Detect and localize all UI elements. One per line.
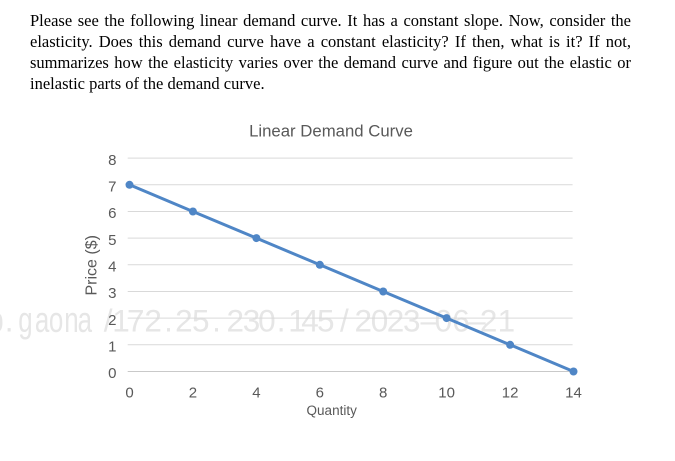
svg-text:Quantity: Quantity — [307, 403, 358, 418]
svg-text:4: 4 — [108, 259, 116, 276]
svg-text:0: 0 — [108, 365, 116, 382]
svg-text:12: 12 — [502, 385, 519, 402]
svg-text:8: 8 — [379, 385, 387, 402]
svg-text:10: 10 — [438, 385, 455, 402]
svg-text:8: 8 — [108, 152, 116, 169]
svg-text:0: 0 — [125, 385, 133, 402]
svg-text:4: 4 — [252, 385, 260, 402]
svg-text:2: 2 — [189, 385, 197, 402]
svg-text:ogaona: ogaona — [0, 300, 92, 340]
svg-text:1: 1 — [108, 339, 116, 356]
svg-text:Linear Demand Curve: Linear Demand Curve — [249, 121, 413, 140]
svg-text:6: 6 — [108, 205, 116, 222]
svg-text:2: 2 — [108, 312, 116, 329]
svg-text:6: 6 — [316, 385, 324, 402]
svg-text:7: 7 — [108, 179, 116, 196]
svg-text:3: 3 — [108, 285, 116, 302]
svg-text:14: 14 — [565, 385, 582, 402]
svg-text:5: 5 — [108, 232, 116, 249]
svg-text:Price ($): Price ($) — [84, 235, 101, 295]
